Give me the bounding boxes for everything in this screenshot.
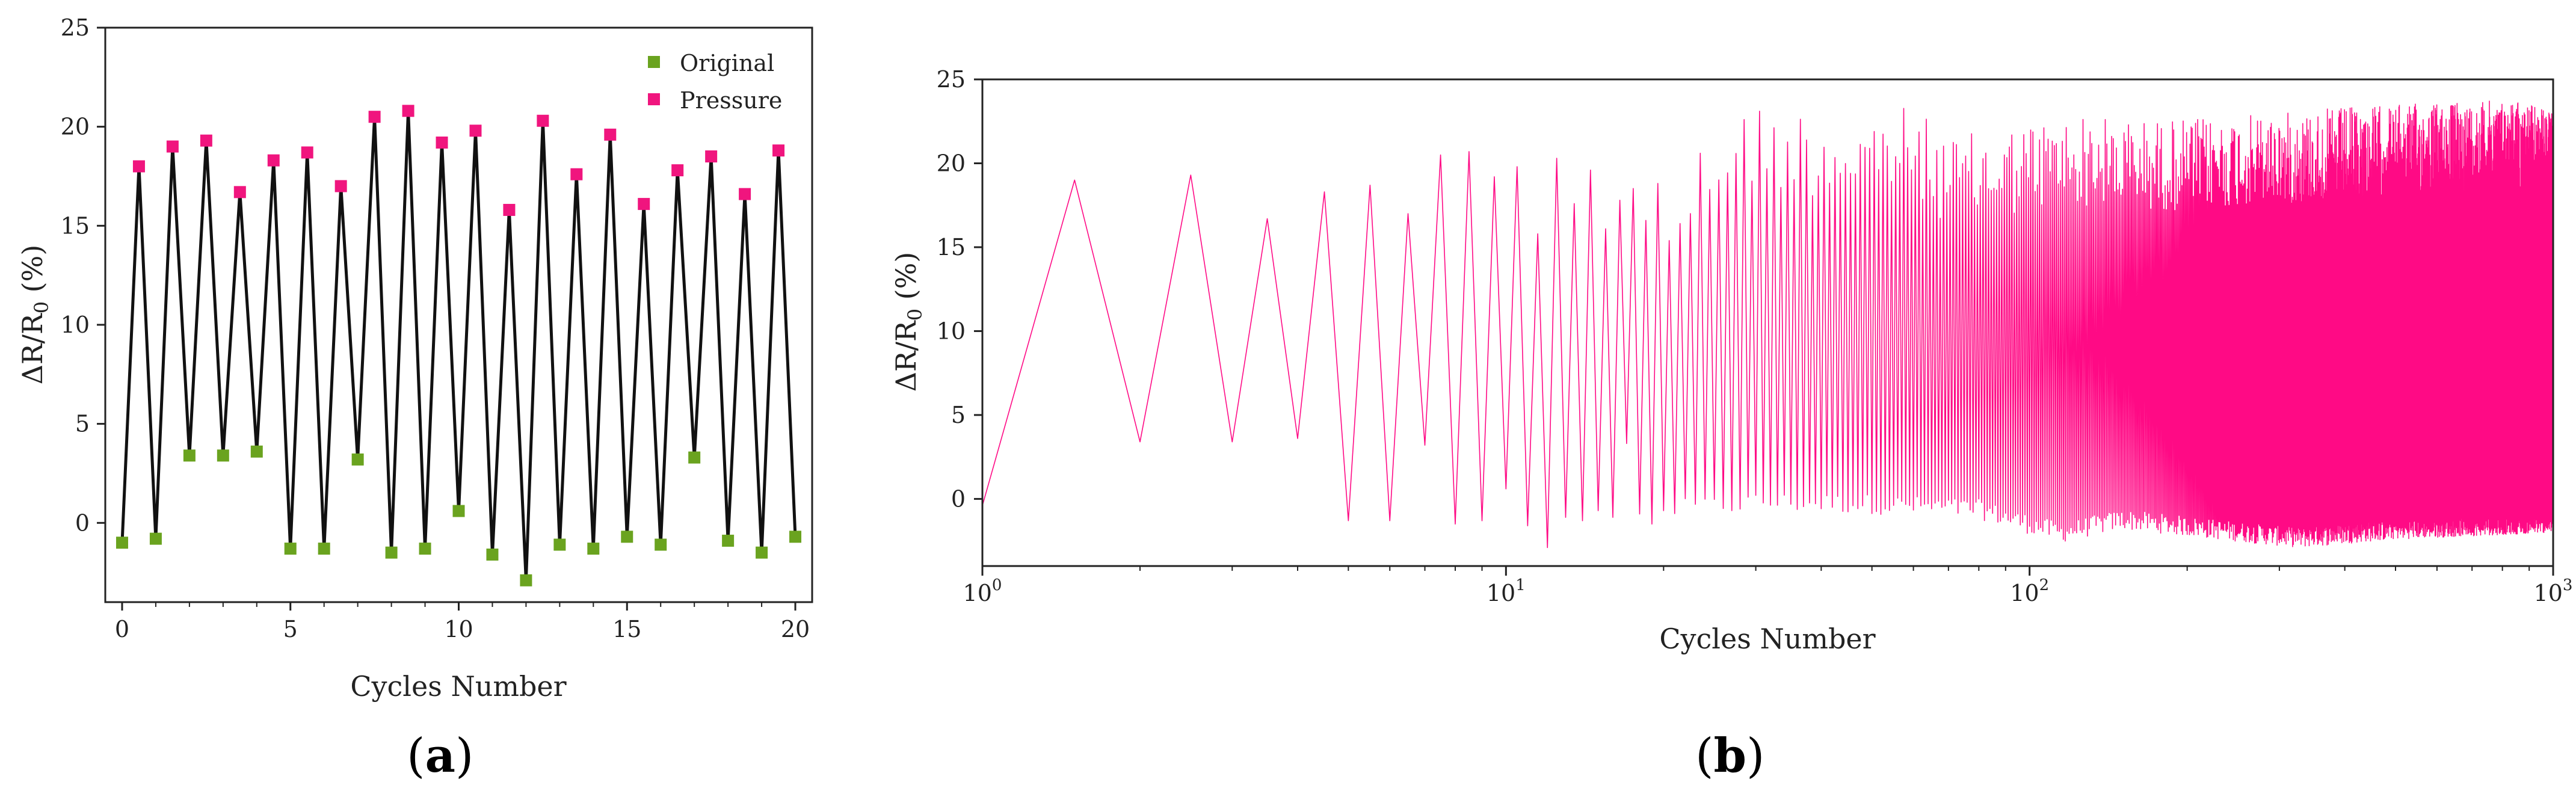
chart-a: 0 5 10 15 20 0 5 10 15 20 25 Original Pressure Cyc… (16, 14, 813, 783)
chart-a-x-axis-label: Cycles Number (350, 670, 566, 703)
chart-a-point-original (688, 451, 701, 464)
chart-b-y-tick-label: 15 (937, 234, 966, 260)
chart-a-point-original (116, 537, 128, 549)
chart-a-point-original (789, 531, 802, 543)
legend-marker-original (648, 56, 660, 68)
chart-a-point-pressure (132, 160, 145, 173)
legend-label-pressure: Pressure (680, 87, 782, 114)
chart-a-point-original (655, 538, 667, 551)
chart-b-y-axis-label: ΔR/R0 (%) (890, 252, 926, 392)
legend-marker-pressure (648, 93, 660, 105)
chart-a-point-pressure (334, 180, 347, 192)
chart-a-point-original (419, 543, 431, 555)
chart-b-lines (982, 100, 2554, 549)
chart-b-y-axis-subscript: 0 (904, 309, 926, 321)
chart-a-plot-frame (104, 26, 813, 603)
chart-a-point-original (587, 543, 600, 555)
chart-b-x-tick-label: 101 (1487, 576, 1526, 606)
chart-a-point-original (452, 505, 465, 517)
chart-a-markers (116, 105, 802, 586)
panel-label-b: (b) (1695, 728, 1764, 783)
chart-a-point-original (351, 453, 364, 466)
chart-b-x-tick-label: 100 (963, 576, 1002, 606)
chart-a-point-original (250, 445, 263, 458)
chart-b-y-axis-unit: (%) (890, 252, 922, 309)
chart-a-x-tick-label: 10 (444, 616, 473, 642)
chart-a-x-tick-label: 5 (283, 616, 298, 642)
chart-b-y-tick-label: 0 (951, 485, 966, 512)
chart-a-point-original (553, 538, 566, 551)
chart-a-point-original (385, 546, 398, 559)
chart-a-y-tick-label: 5 (75, 411, 90, 437)
chart-b-y-tick-label: 10 (937, 318, 966, 344)
chart-b-series-line (982, 100, 2554, 549)
chart-a-point-original (318, 543, 330, 555)
chart-a-point-original (183, 449, 196, 462)
chart-a-point-pressure (671, 164, 684, 177)
chart-a-point-pressure (267, 154, 280, 167)
legend-label-original: Original (680, 50, 774, 76)
chart-a-ticks: 0 5 10 15 20 0 5 10 15 20 25 (61, 14, 810, 642)
chart-a-point-original (217, 449, 229, 462)
chart-a-point-pressure (200, 134, 212, 147)
chart-a-point-pressure (604, 128, 617, 141)
chart-b-x-tick-exponent: 3 (2563, 576, 2573, 594)
chart-a-point-pressure (436, 137, 448, 149)
chart-a-point-pressure (503, 203, 516, 216)
chart-a-point-original (621, 531, 633, 543)
panel-label-b-letter: b (1713, 728, 1746, 783)
chart-a-legend: Original Pressure (648, 50, 782, 114)
chart-a-y-axis-subscript: 0 (30, 301, 53, 313)
chart-a-point-original (756, 546, 768, 559)
chart-a-point-original (149, 532, 162, 545)
chart-a-point-pressure (739, 188, 751, 200)
chart-b-x-tick-exponent: 0 (992, 576, 1002, 594)
chart-a-y-axis-unit: (%) (16, 245, 49, 301)
panel-label-a: (a) (407, 728, 473, 783)
chart-a-y-tick-label: 10 (61, 312, 90, 338)
chart-a-point-original (520, 574, 532, 586)
chart-a-y-axis-label: ΔR/R0 (%) (16, 245, 53, 385)
chart-b-y-tick-label: 20 (937, 150, 966, 176)
chart-a-point-pressure (537, 114, 549, 127)
chart-a-y-tick-label: 25 (61, 14, 90, 41)
chart-a-point-pressure (166, 140, 179, 153)
chart-a-x-tick-label: 20 (781, 616, 810, 642)
chart-a-y-tick-label: 15 (61, 212, 90, 239)
chart-a-point-original (722, 534, 735, 547)
chart-b-x-tick-label: 102 (2010, 576, 2049, 606)
chart-b-plot-frame (981, 78, 2554, 567)
chart-a-y-tick-label: 0 (75, 509, 90, 536)
chart-a-point-original (284, 543, 297, 555)
chart-b-y-tick-label: 5 (951, 402, 966, 428)
chart-a-y-tick-label: 20 (61, 114, 90, 140)
chart-a-point-pressure (233, 186, 246, 198)
chart-a-point-pressure (368, 111, 381, 123)
chart-a-x-tick-label: 0 (115, 616, 129, 642)
chart-a-point-pressure (469, 125, 482, 137)
chart-b-x-axis-label: Cycles Number (1659, 623, 1875, 655)
chart-a-x-tick-label: 15 (612, 616, 641, 642)
chart-b-x-tick-label: 103 (2534, 576, 2573, 606)
chart-a-point-pressure (772, 144, 785, 157)
chart-a-point-pressure (402, 105, 414, 117)
chart-a-point-pressure (638, 198, 650, 211)
chart-a-point-pressure (301, 146, 313, 159)
chart-a-point-original (486, 548, 499, 561)
chart-a-point-pressure (705, 150, 718, 163)
chart-a-point-pressure (570, 168, 583, 180)
chart-b-x-tick-exponent: 2 (2039, 576, 2050, 594)
panel-label-a-letter: a (425, 728, 455, 783)
chart-b-y-tick-label: 25 (937, 66, 966, 93)
chart-b-x-tick-exponent: 1 (1515, 576, 1526, 594)
